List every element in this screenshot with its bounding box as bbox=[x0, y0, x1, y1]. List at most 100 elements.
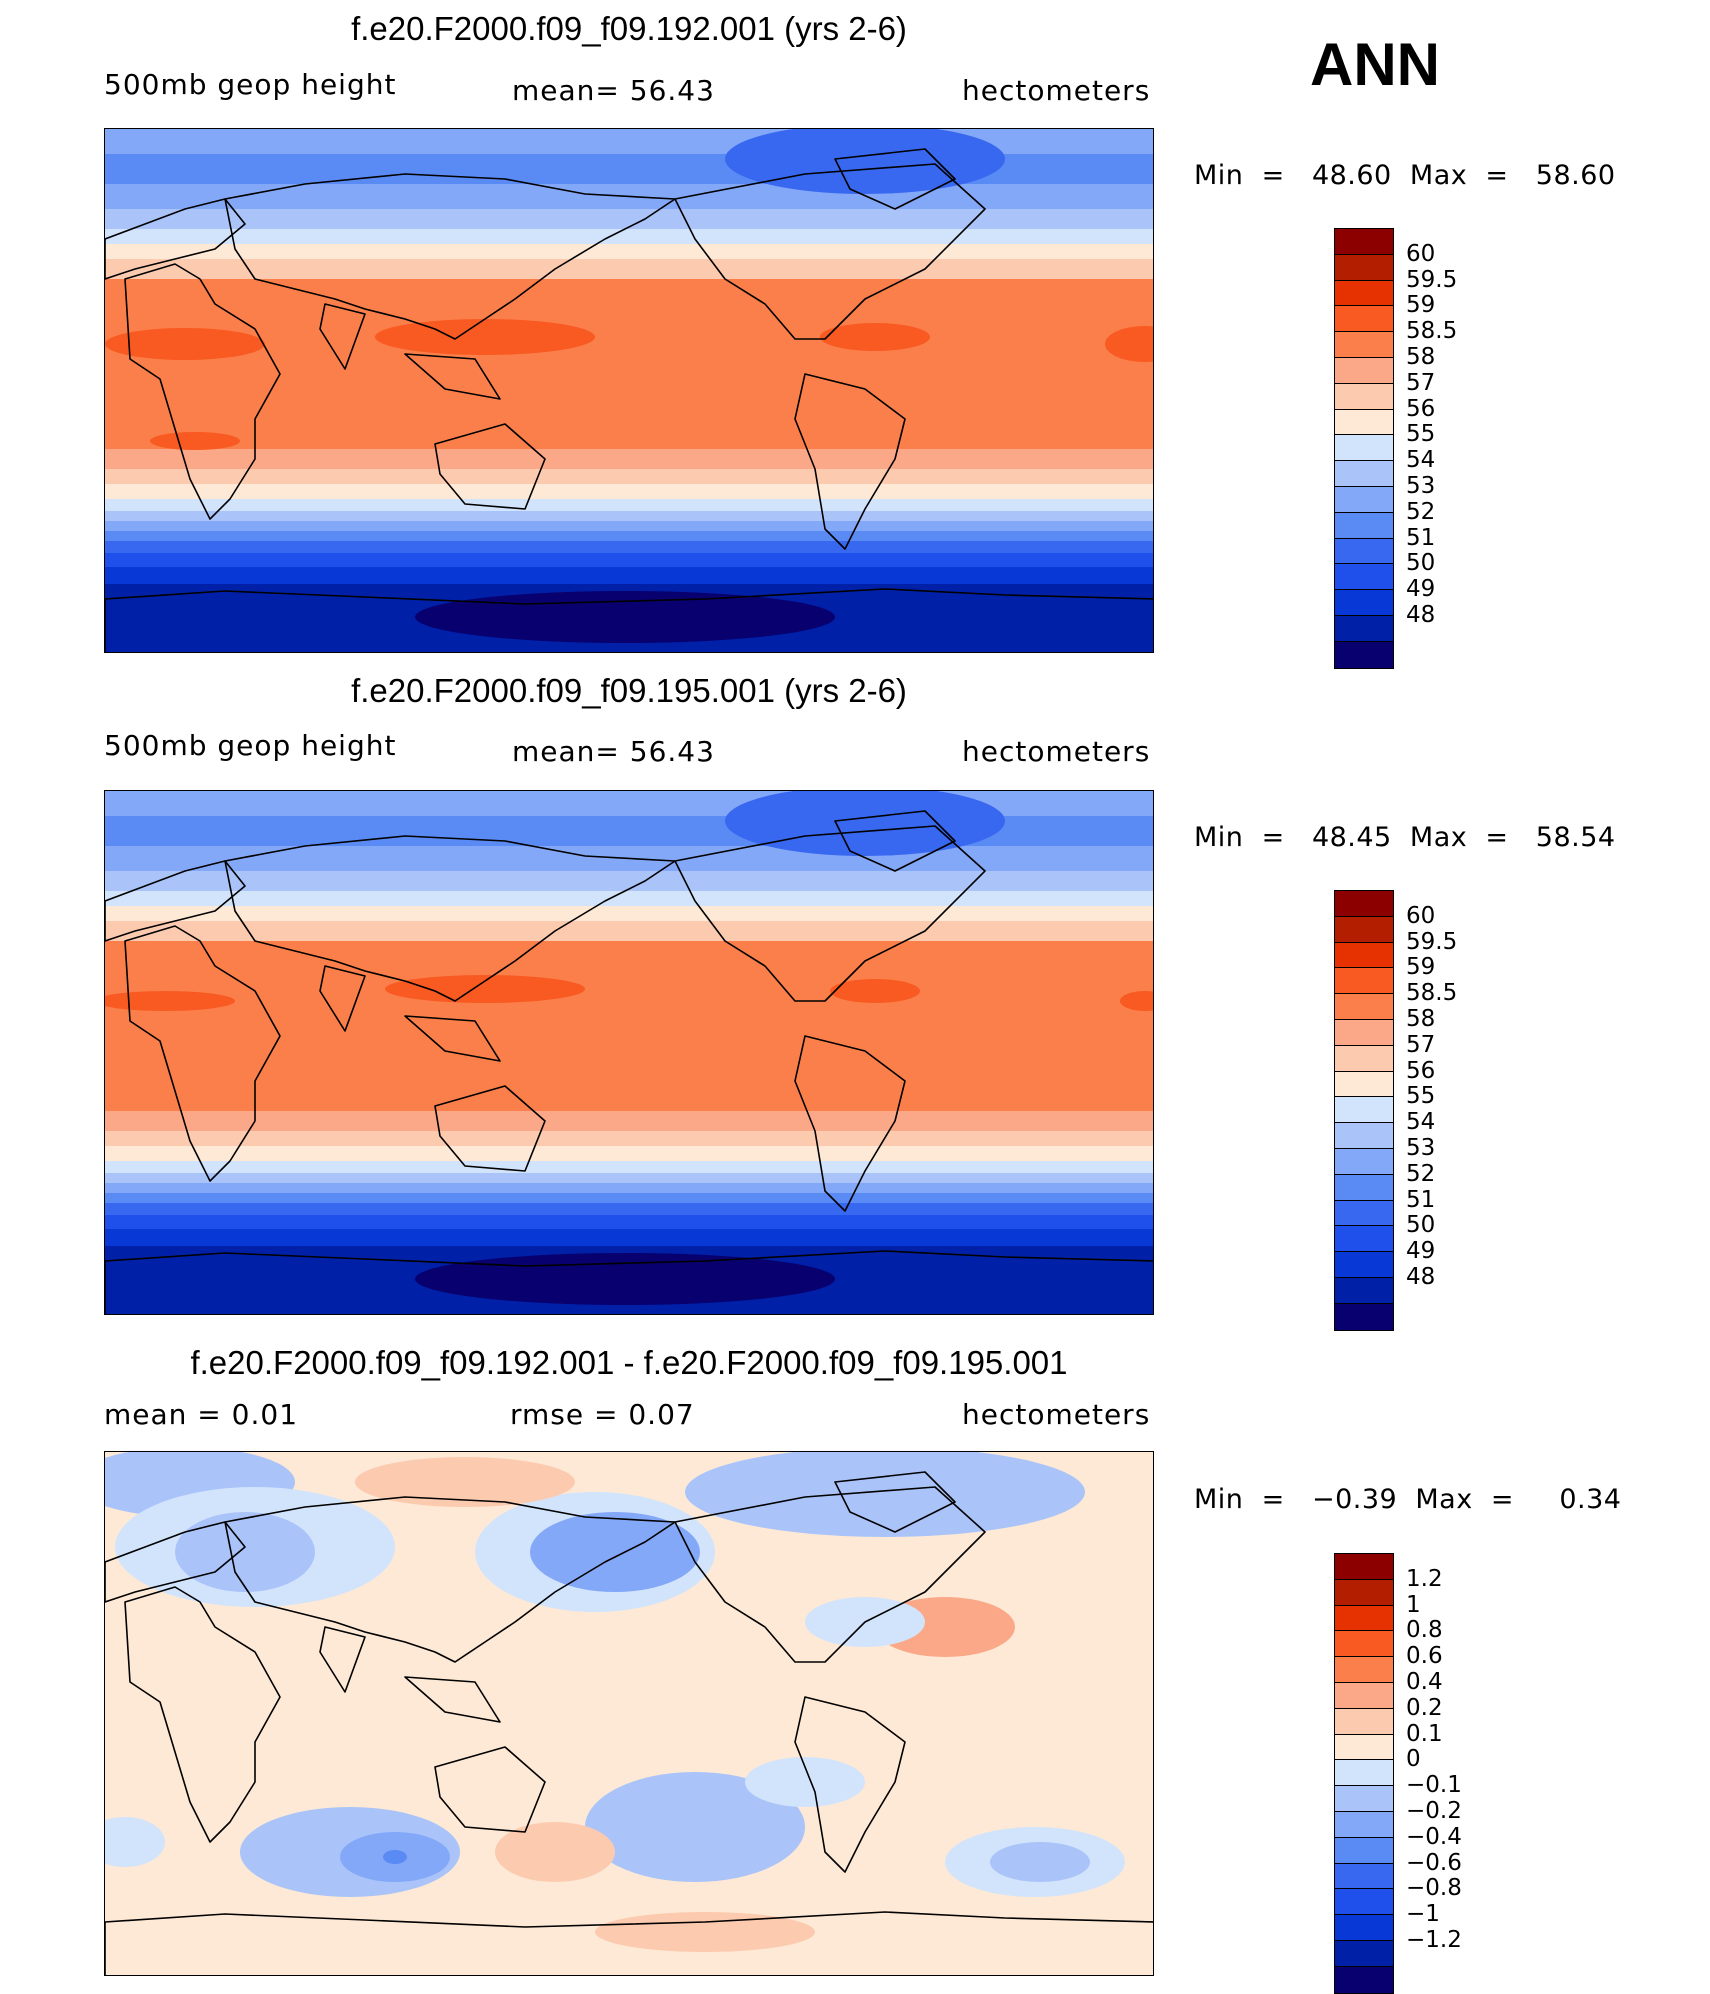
contour-region bbox=[105, 1817, 165, 1867]
contour-band bbox=[105, 1229, 1153, 1246]
colorbar-tick-label: 49 bbox=[1406, 576, 1436, 603]
colorbar-tick-label: −1.2 bbox=[1406, 1927, 1462, 1953]
colorbar-swatch bbox=[1335, 1019, 1393, 1046]
contour-region bbox=[530, 1512, 700, 1592]
contour-region bbox=[585, 1772, 805, 1882]
minmax-label: Min = 48.45 Max = 58.54 bbox=[1194, 822, 1616, 853]
colorbar-swatch bbox=[1335, 357, 1393, 384]
colorbar-tick-label: 55 bbox=[1406, 421, 1436, 448]
coastline bbox=[404, 353, 501, 400]
colorbar-tick-label: 0.6 bbox=[1406, 1643, 1443, 1670]
contour-band bbox=[105, 419, 1153, 449]
colorbar bbox=[1334, 1553, 1394, 1994]
colorbar-swatch bbox=[1335, 916, 1393, 943]
coastline bbox=[834, 148, 956, 210]
season-label: ANN bbox=[1310, 31, 1440, 98]
colorbar-tick-label: 0 bbox=[1406, 1746, 1421, 1773]
colorbar-tick-label: 54 bbox=[1406, 447, 1436, 474]
colorbar-swatch bbox=[1335, 1097, 1393, 1124]
contour-region bbox=[385, 975, 585, 1003]
variable-label: 500mb geop height bbox=[104, 729, 397, 762]
colorbar-tick-label: −0.2 bbox=[1406, 1798, 1462, 1824]
colorbar-tick-label: 49 bbox=[1406, 1238, 1436, 1265]
colorbar-swatch bbox=[1335, 332, 1393, 358]
colorbar-swatch bbox=[1335, 1940, 1393, 1967]
contour-band bbox=[105, 1081, 1153, 1111]
colorbar-swatch bbox=[1335, 1045, 1393, 1072]
panel-title: f.e20.F2000.f09_f09.195.001 (yrs 2-6) bbox=[351, 672, 907, 709]
colorbar-tick-label: 57 bbox=[1406, 369, 1436, 396]
contour-band bbox=[105, 511, 1153, 521]
colorbar-swatch bbox=[1335, 1837, 1393, 1864]
minmax-label: Min = −0.39 Max = 0.34 bbox=[1194, 1484, 1622, 1515]
contour-band bbox=[105, 871, 1153, 891]
map-svg bbox=[105, 791, 1153, 1314]
map-plot bbox=[104, 790, 1154, 1315]
contour-band bbox=[105, 531, 1153, 541]
colorbar-swatch bbox=[1335, 1708, 1393, 1735]
coastline bbox=[434, 1085, 546, 1172]
colorbar-swatch bbox=[1335, 1071, 1393, 1098]
contour-band bbox=[105, 1193, 1153, 1203]
colorbar-tick-label: −0.4 bbox=[1406, 1823, 1462, 1850]
colorbar-tick-label: 58 bbox=[1406, 344, 1436, 370]
contour-band bbox=[105, 449, 1153, 469]
colorbar-swatch bbox=[1335, 1786, 1393, 1812]
colorbar-tick-label: 60 bbox=[1406, 902, 1436, 929]
colorbar-swatch bbox=[1335, 891, 1393, 917]
colorbar-tick-label: 60 bbox=[1406, 240, 1436, 267]
units-label: hectometers bbox=[962, 735, 1151, 768]
colorbar-tick-label: 54 bbox=[1406, 1109, 1436, 1136]
colorbar-tick-label: −1 bbox=[1406, 1901, 1440, 1928]
contour-band bbox=[105, 469, 1153, 484]
contour-band bbox=[105, 1203, 1153, 1215]
coastline bbox=[404, 1676, 501, 1723]
coastline bbox=[674, 825, 986, 1002]
contour-band bbox=[105, 521, 1153, 531]
colorbar-swatch bbox=[1335, 994, 1393, 1020]
colorbar-tick-label: 50 bbox=[1406, 550, 1436, 577]
contour-band bbox=[105, 541, 1153, 553]
units-label: hectometers bbox=[962, 1398, 1151, 1431]
minmax-label: Min = 48.60 Max = 58.60 bbox=[1194, 160, 1616, 191]
map-plot bbox=[104, 1451, 1154, 1976]
colorbar bbox=[1334, 228, 1394, 669]
coastline bbox=[674, 163, 986, 340]
colorbar-swatch bbox=[1335, 1605, 1393, 1632]
contour-band bbox=[105, 1146, 1153, 1161]
contour-region bbox=[990, 1842, 1090, 1882]
colorbar-swatch bbox=[1335, 254, 1393, 281]
coastline bbox=[105, 588, 1153, 652]
colorbar-tick-label: 57 bbox=[1406, 1031, 1436, 1058]
colorbar-tick-label: 59.5 bbox=[1406, 928, 1458, 955]
colorbar-swatch bbox=[1335, 1303, 1393, 1330]
contour-band bbox=[105, 891, 1153, 906]
rmse-label: rmse = 0.07 bbox=[510, 1398, 695, 1431]
coastline bbox=[404, 1015, 501, 1062]
contour-region bbox=[685, 1452, 1085, 1537]
coastline bbox=[124, 1586, 281, 1843]
colorbar-tick-label: 56 bbox=[1406, 1057, 1436, 1084]
contour-band bbox=[105, 279, 1153, 419]
contour-region bbox=[1120, 991, 1153, 1011]
coastline bbox=[794, 373, 906, 550]
contour-region bbox=[415, 591, 835, 643]
contour-band bbox=[105, 209, 1153, 229]
contour-band bbox=[105, 484, 1153, 499]
coastline bbox=[794, 1035, 906, 1212]
coastline bbox=[434, 1746, 546, 1833]
coastline bbox=[224, 835, 676, 1002]
coastline bbox=[224, 173, 676, 340]
coastline bbox=[319, 303, 366, 370]
colorbar-tick-label: 50 bbox=[1406, 1212, 1436, 1239]
panel-title: f.e20.F2000.f09_f09.192.001 (yrs 2-6) bbox=[351, 10, 907, 47]
colorbar-swatch bbox=[1335, 1811, 1393, 1838]
colorbar-tick-label: 56 bbox=[1406, 395, 1436, 422]
coastline bbox=[105, 1250, 1153, 1314]
contour-band bbox=[105, 229, 1153, 244]
contour-band bbox=[105, 499, 1153, 511]
colorbar-swatch bbox=[1335, 1915, 1393, 1941]
contour-band bbox=[105, 259, 1153, 279]
colorbar-swatch bbox=[1335, 512, 1393, 539]
contour-band bbox=[105, 553, 1153, 567]
